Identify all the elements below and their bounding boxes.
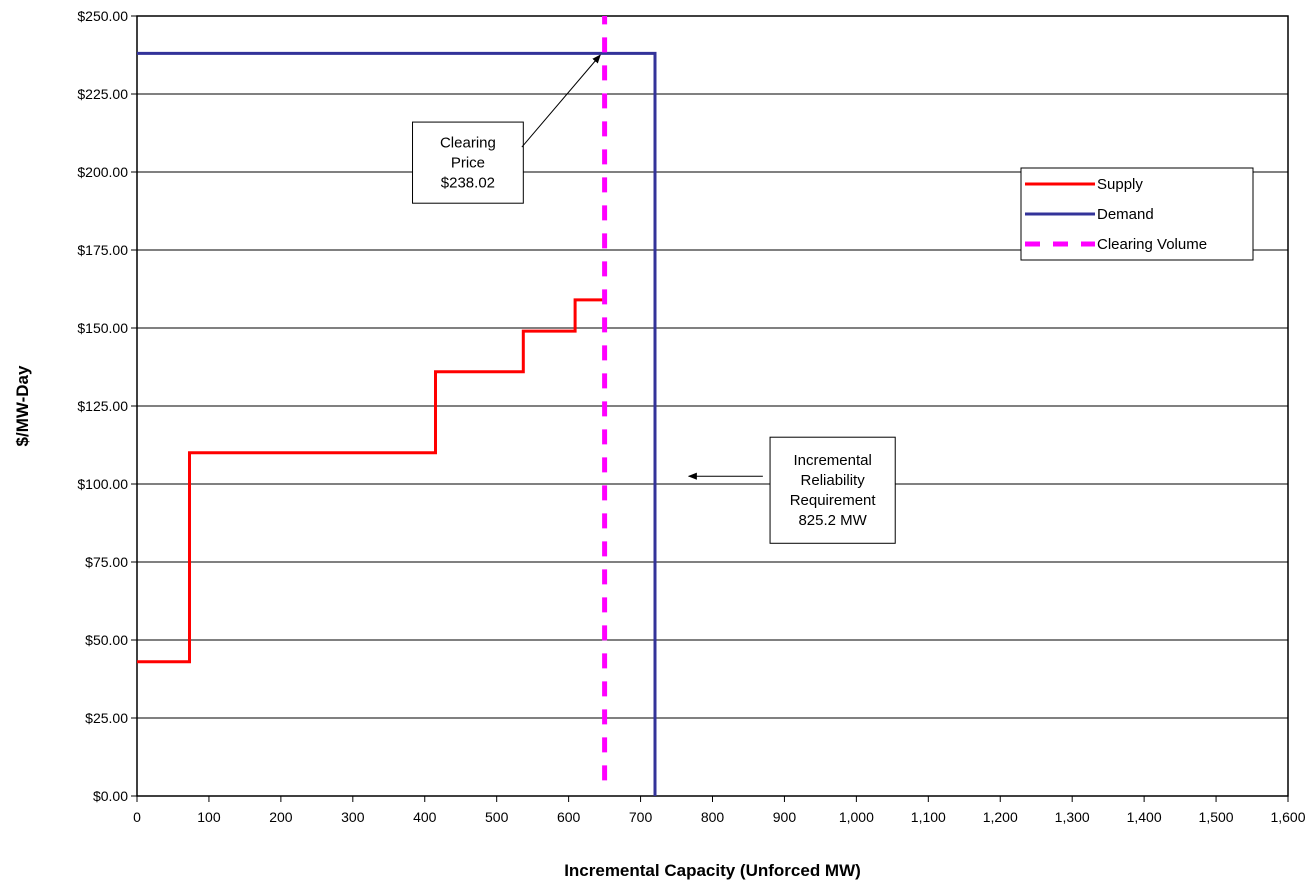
annotations: Clearing Price $238.02 Incremental Reliabili… — [412, 54, 896, 544]
legend-label: Supply — [1097, 176, 1143, 193]
x-tick-label: 1,200 — [983, 809, 1018, 825]
annotation-text: Incremental — [793, 452, 871, 469]
annotation-text: Reliability — [801, 472, 866, 489]
y-tick-label: $250.00 — [77, 8, 128, 24]
x-tick-label: 1,600 — [1270, 809, 1305, 825]
annotation-box — [769, 436, 896, 544]
y-tick-label: $50.00 — [85, 632, 128, 648]
x-tick-label: 500 — [485, 809, 509, 825]
legend: Supply Demand Clearing Volume — [1020, 167, 1254, 261]
x-tick-label: 1,400 — [1127, 809, 1162, 825]
x-axis-title: Incremental Capacity (Unforced MW) — [564, 861, 861, 880]
y-tick-label: $150.00 — [77, 320, 128, 336]
x-tick-label: 0 — [133, 809, 141, 825]
x-tick-label: 900 — [773, 809, 797, 825]
x-tick-label: 200 — [269, 809, 293, 825]
x-axis: 0 100 200 300 400 500 600 700 800 900 1,000 1,100 1,… — [133, 796, 1306, 825]
annotation-text: 825.2 MW — [798, 512, 867, 529]
x-tick-label: 800 — [701, 809, 725, 825]
y-tick-label: $200.00 — [77, 164, 128, 180]
y-axis: $0.00 $25.00 $50.00 $75.00 $100.00 $125.00 $15… — [77, 8, 137, 804]
y-tick-label: $0.00 — [93, 788, 128, 804]
legend-label: Clearing Volume — [1097, 236, 1207, 253]
x-tick-label: 1,300 — [1055, 809, 1090, 825]
series-group — [137, 16, 657, 796]
annotation-text: Requirement — [790, 492, 877, 509]
x-tick-label: 1,000 — [839, 809, 874, 825]
x-tick-label: 600 — [557, 809, 581, 825]
y-tick-label: $100.00 — [77, 476, 128, 492]
y-tick-label: $225.00 — [77, 86, 128, 102]
y-tick-label: $25.00 — [85, 710, 128, 726]
y-tick-label: $175.00 — [77, 242, 128, 258]
x-tick-label: 100 — [197, 809, 221, 825]
annotation-clearing-price: Clearing Price $238.02 — [412, 54, 601, 204]
series-demand-line — [137, 51, 657, 796]
legend-label: Demand — [1097, 206, 1154, 223]
annotation-text: Clearing — [440, 135, 496, 152]
annotation-arrow — [521, 54, 601, 148]
y-axis-title: $/MW-Day — [13, 365, 32, 446]
annotation-reliability-requirement: Incremental Reliability Requirement 825.2 M… — [687, 436, 896, 544]
x-tick-label: 300 — [341, 809, 365, 825]
x-tick-label: 700 — [629, 809, 653, 825]
annotation-box — [412, 121, 524, 204]
grid — [137, 93, 1288, 719]
x-tick-label: 1,500 — [1199, 809, 1234, 825]
y-tick-label: $125.00 — [77, 398, 128, 414]
annotation-text: $238.02 — [441, 175, 495, 192]
x-tick-label: 400 — [413, 809, 437, 825]
x-tick-label: 1,100 — [911, 809, 946, 825]
y-tick-label: $75.00 — [85, 554, 128, 570]
series-supply-line — [137, 298, 606, 664]
annotation-text: Price — [451, 155, 485, 172]
